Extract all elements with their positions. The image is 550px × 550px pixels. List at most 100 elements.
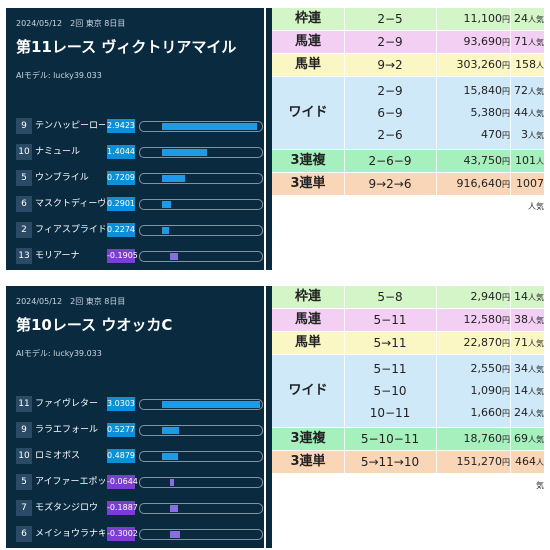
column-divider [344, 309, 345, 331]
horse-score: 0.5277 [107, 423, 135, 437]
ai-model-label: AIモデル: lucky39.033 [16, 71, 102, 80]
bet-type-label: ワイド [288, 105, 328, 120]
column-divider [510, 286, 511, 308]
popularity-value: 464 [515, 455, 536, 468]
payout-amount: 916,640円 [436, 173, 511, 196]
horse-name: アイファーエポック [35, 477, 105, 487]
horse-score: 0.4879 [107, 449, 135, 463]
yen-unit: 円 [502, 316, 510, 325]
horse-name: フィアスプライド [35, 225, 105, 235]
horse-name: テンハッピーローズ [35, 121, 105, 131]
score-bar [139, 251, 263, 262]
popularity-value: 14 [514, 384, 528, 397]
bet-combination: 2−9 [377, 35, 403, 49]
yen-unit: 円 [502, 293, 510, 302]
payout-amount: 151,270円 [436, 451, 511, 474]
column-divider [510, 428, 511, 450]
payout-group: 3連単 9→2→6 916,640円 1007 人気 [272, 173, 544, 211]
payout-group: 馬単 5→11 22,870円 71人気 [272, 332, 544, 354]
payout-value: 1,660 [470, 406, 503, 419]
horse-name: ファイヴレター [35, 399, 99, 409]
payout-value: 2,550 [470, 362, 503, 375]
column-divider [436, 428, 437, 450]
popularity: 44人気 [510, 102, 544, 125]
popularity-value: 14 [514, 290, 528, 303]
bet-combination: 2−6 [377, 128, 403, 142]
column-divider [344, 54, 345, 76]
horse-number: 5 [16, 474, 32, 490]
payout-amount: 12,580円 [436, 309, 511, 332]
panel-edge [266, 8, 272, 270]
horse-score: -0.0644 [107, 475, 138, 489]
payout-value: 22,870 [463, 336, 503, 349]
yen-unit: 円 [502, 61, 510, 70]
bet-type-label: 枠連 [294, 289, 321, 304]
bet-type-label: 3連単 [290, 176, 326, 191]
bet-combination: 6−9 [377, 106, 403, 120]
yen-unit: 円 [502, 339, 510, 348]
bet-type-label: 馬連 [294, 312, 321, 327]
ai-model-label: AIモデル: lucky39.033 [16, 349, 102, 358]
popularity-unit: 人気 [528, 365, 544, 374]
column-divider [344, 173, 345, 195]
popularity-value: 69 [514, 432, 528, 445]
horse-number: 2 [16, 222, 32, 238]
score-bar-fill [170, 253, 178, 260]
column-divider [510, 309, 511, 331]
horse-row: 9 ララエフォール 0.5277 [16, 422, 264, 438]
payout-group: ワイド 5−11 2,550円 34人気 5−10 1,090円 14人気 10−11 1,66… [272, 355, 544, 427]
payout-table: 枠連 5−8 2,940円 14人気 馬連 5−11 12,580円 38人気 馬単 5→11 22… [266, 286, 544, 548]
column-divider [436, 309, 437, 331]
popularity-value: 44 [514, 106, 528, 119]
popularity-value: 71 [514, 35, 528, 48]
bet-combination: 5→11 [373, 336, 407, 350]
column-divider [436, 332, 437, 354]
column-divider [344, 451, 345, 473]
column-divider [510, 173, 511, 195]
yen-unit: 円 [502, 87, 510, 96]
score-bar [139, 173, 263, 184]
score-bar [139, 399, 263, 410]
yen-unit: 円 [502, 109, 510, 118]
popularity-value: 34 [514, 362, 528, 375]
payout-table: 枠連 2−5 11,100円 24人気 馬連 2−9 93,690円 71人気 馬単 9→2 303… [266, 8, 544, 270]
score-bar [139, 425, 263, 436]
score-bar [139, 121, 263, 132]
payout-value: 303,260 [456, 58, 503, 71]
payout-group: 枠連 5−8 2,940円 14人気 [272, 286, 544, 308]
yen-unit: 円 [502, 38, 510, 47]
horse-score: 0.7209 [107, 171, 135, 185]
bet-combination: 2−6−9 [368, 154, 412, 168]
horse-score: 0.2901 [107, 197, 135, 211]
popularity-unit: 人気 [528, 293, 544, 302]
popularity-value: 3 [521, 128, 528, 141]
payout-value: 1,090 [470, 384, 503, 397]
column-divider [510, 31, 511, 53]
score-bar [139, 451, 263, 462]
horse-number: 11 [16, 396, 32, 412]
bet-type-label: 馬単 [294, 57, 321, 72]
column-divider [436, 77, 437, 149]
column-divider [344, 332, 345, 354]
payout-value: 15,840 [463, 84, 503, 97]
horse-score: 3.0303 [107, 397, 135, 411]
column-divider [344, 77, 345, 149]
horse-row: 2 フィアスプライド 0.2274 [16, 222, 264, 238]
score-bar [139, 225, 263, 236]
horse-row: 13 モリアーナ -0.1905 [16, 248, 264, 264]
horse-name: ララエフォール [35, 425, 99, 435]
horse-number: 10 [16, 144, 32, 160]
popularity: 38人気 [510, 309, 544, 332]
payout-amount: 11,100円 [436, 8, 511, 31]
bet-combination: 2−5 [377, 12, 403, 26]
bet-type-label: ワイド [288, 383, 328, 398]
horse-score: -0.3002 [107, 527, 138, 541]
popularity-unit: 人気 [528, 387, 544, 396]
yen-unit: 円 [502, 435, 510, 444]
payout-value: 12,580 [463, 313, 503, 326]
column-divider [344, 31, 345, 53]
popularity: 24人気 [510, 8, 544, 31]
popularity-unit: 人気 [528, 109, 544, 118]
payout-amount: 1,090円 [436, 380, 511, 403]
